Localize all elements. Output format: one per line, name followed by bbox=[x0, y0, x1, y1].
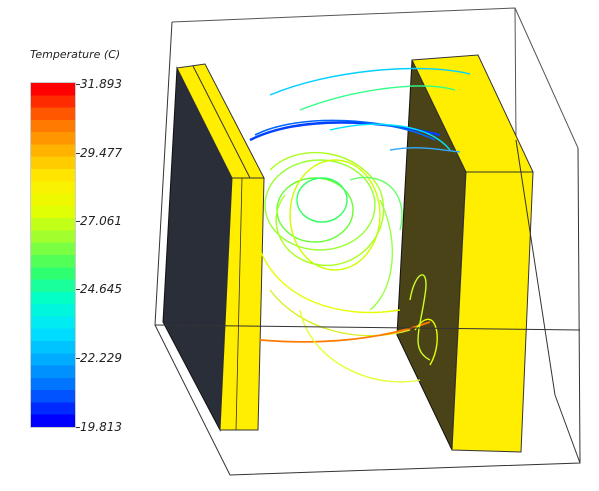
legend-tick-label: 19.813 bbox=[80, 420, 122, 434]
domain-box-front bbox=[154, 21, 581, 476]
legend-tick-mark bbox=[76, 221, 80, 222]
legend-tick-label: 27.061 bbox=[80, 214, 122, 228]
streamlines bbox=[249, 67, 471, 383]
right-plate-front bbox=[451, 171, 534, 453]
legend-tick-label: 31.893 bbox=[80, 77, 122, 91]
legend-tick-label: 29.477 bbox=[80, 146, 122, 160]
legend-tick-mark bbox=[76, 427, 80, 428]
domain-box-back bbox=[171, 7, 579, 149]
legend-tick-label: 24.645 bbox=[80, 282, 122, 296]
legend-tick-mark bbox=[76, 358, 80, 359]
legend-color-bar bbox=[30, 82, 76, 428]
legend-tick-mark bbox=[76, 84, 80, 85]
legend-tick-mark bbox=[76, 153, 80, 154]
left-plate-front bbox=[219, 177, 265, 431]
legend-tick-label: 22.229 bbox=[80, 351, 122, 365]
legend-tick-mark bbox=[76, 289, 80, 290]
legend-title: Temperature (C) bbox=[30, 48, 121, 61]
